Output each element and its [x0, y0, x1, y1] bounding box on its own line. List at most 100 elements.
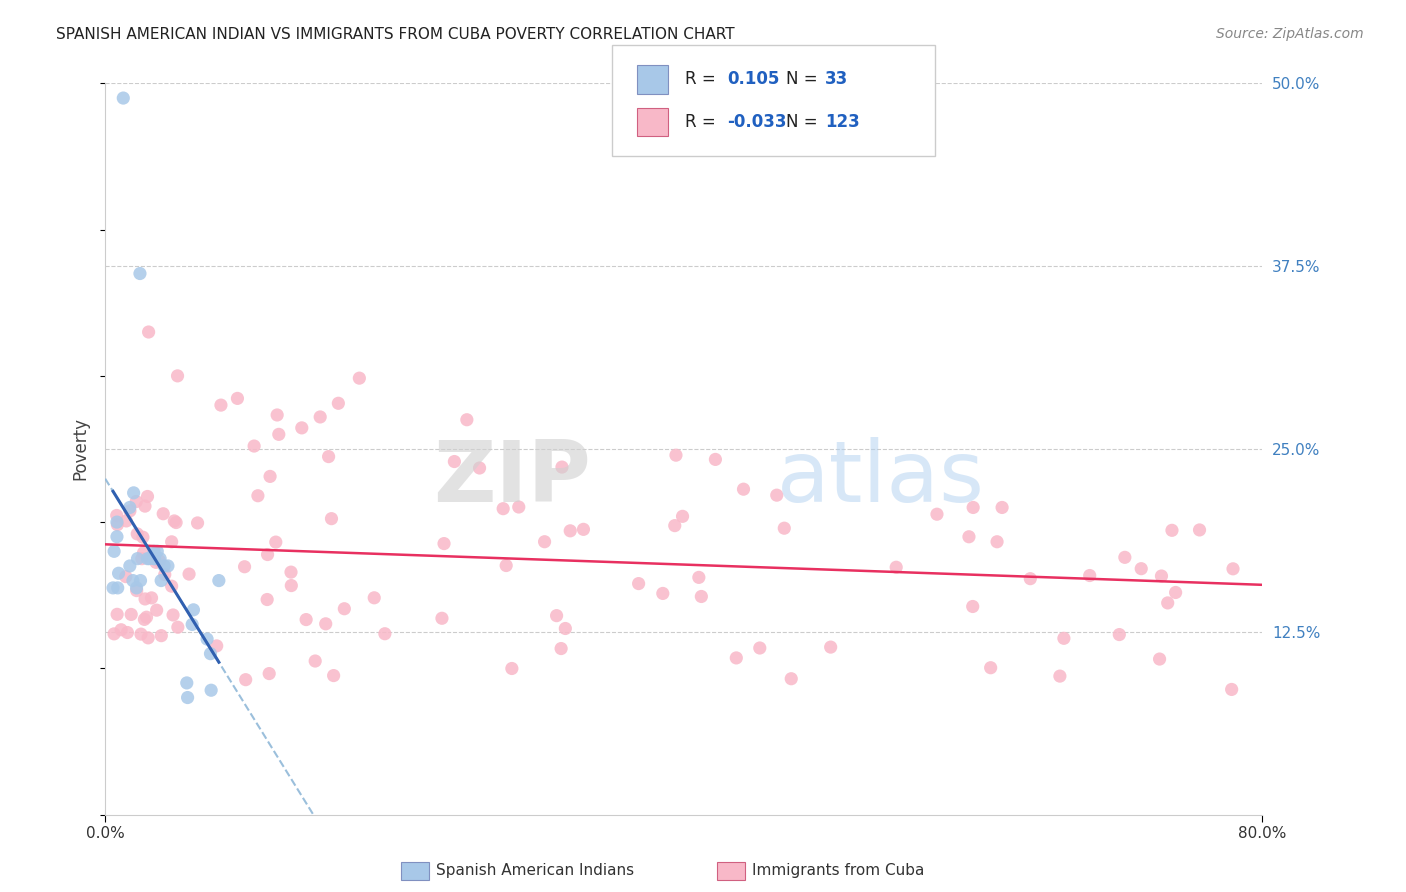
Point — [114, 569, 136, 583]
Point — [200, 683, 222, 698]
Point — [456, 413, 478, 427]
Point — [1149, 652, 1171, 666]
Point — [148, 554, 170, 568]
Point — [205, 639, 228, 653]
Point — [107, 566, 129, 581]
Point — [195, 632, 218, 646]
Point — [132, 546, 155, 560]
Point — [264, 535, 287, 549]
Point — [256, 548, 278, 562]
Point — [304, 654, 326, 668]
Point — [651, 586, 673, 600]
Point — [665, 448, 688, 462]
Point — [322, 668, 344, 682]
Text: ZIP: ZIP — [433, 437, 592, 520]
Point — [208, 574, 231, 588]
Point — [551, 460, 574, 475]
Point — [177, 567, 200, 582]
Point — [150, 574, 173, 588]
Point — [1019, 572, 1042, 586]
Point — [627, 576, 650, 591]
Point — [117, 625, 139, 640]
Point — [318, 450, 340, 464]
Point — [267, 427, 290, 442]
Point — [112, 91, 135, 105]
Point — [145, 555, 167, 569]
Point — [664, 518, 686, 533]
Point — [1164, 585, 1187, 599]
Point — [183, 603, 205, 617]
Point — [105, 530, 128, 544]
Point — [243, 439, 266, 453]
Point — [1053, 632, 1076, 646]
Point — [141, 591, 163, 605]
Point — [733, 482, 755, 496]
Point — [152, 507, 174, 521]
Point — [820, 640, 842, 654]
Point — [363, 591, 385, 605]
Point — [149, 551, 172, 566]
Point — [309, 409, 332, 424]
Text: -0.033: -0.033 — [727, 113, 786, 131]
Point — [131, 551, 153, 566]
Point — [280, 565, 302, 579]
Point — [550, 641, 572, 656]
Point — [135, 610, 157, 624]
Point — [884, 560, 907, 574]
Point — [501, 661, 523, 675]
Point — [1049, 669, 1071, 683]
Point — [925, 507, 948, 521]
Point — [533, 534, 555, 549]
Point — [962, 599, 984, 614]
Point — [560, 524, 582, 538]
Point — [118, 558, 141, 573]
Y-axis label: Poverty: Poverty — [72, 417, 89, 481]
Point — [118, 504, 141, 518]
Point — [962, 500, 984, 515]
Point — [773, 521, 796, 535]
Point — [134, 591, 156, 606]
Point — [145, 603, 167, 617]
Point — [132, 530, 155, 544]
Point — [291, 421, 314, 435]
Point — [957, 530, 980, 544]
Point — [328, 396, 350, 410]
Point — [468, 461, 491, 475]
Text: 33: 33 — [825, 70, 849, 88]
Point — [266, 408, 288, 422]
Point — [136, 490, 159, 504]
Point — [430, 611, 453, 625]
Point — [105, 515, 128, 529]
Point — [1078, 568, 1101, 582]
Point — [122, 574, 145, 588]
Point — [150, 629, 173, 643]
Point — [143, 551, 166, 566]
Point — [1188, 523, 1211, 537]
Point — [138, 325, 160, 339]
Point — [200, 647, 222, 661]
Point — [103, 544, 125, 558]
Point — [1222, 562, 1244, 576]
Point — [129, 574, 152, 588]
Point — [1130, 562, 1153, 576]
Point — [115, 514, 138, 528]
Point — [246, 489, 269, 503]
Point — [1150, 569, 1173, 583]
Point — [125, 581, 148, 595]
Point — [704, 452, 727, 467]
Point — [166, 620, 188, 634]
Point — [138, 551, 160, 566]
Point — [125, 494, 148, 508]
Text: R =: R = — [685, 70, 716, 88]
Point — [105, 508, 128, 523]
Point — [1161, 524, 1184, 538]
Text: N =: N = — [786, 70, 817, 88]
Point — [146, 544, 169, 558]
Point — [160, 534, 183, 549]
Point — [315, 616, 337, 631]
Point — [165, 516, 187, 530]
Point — [160, 579, 183, 593]
Point — [1220, 682, 1243, 697]
Point — [187, 516, 209, 530]
Text: SPANISH AMERICAN INDIAN VS IMMIGRANTS FROM CUBA POVERTY CORRELATION CHART: SPANISH AMERICAN INDIAN VS IMMIGRANTS FR… — [56, 27, 735, 42]
